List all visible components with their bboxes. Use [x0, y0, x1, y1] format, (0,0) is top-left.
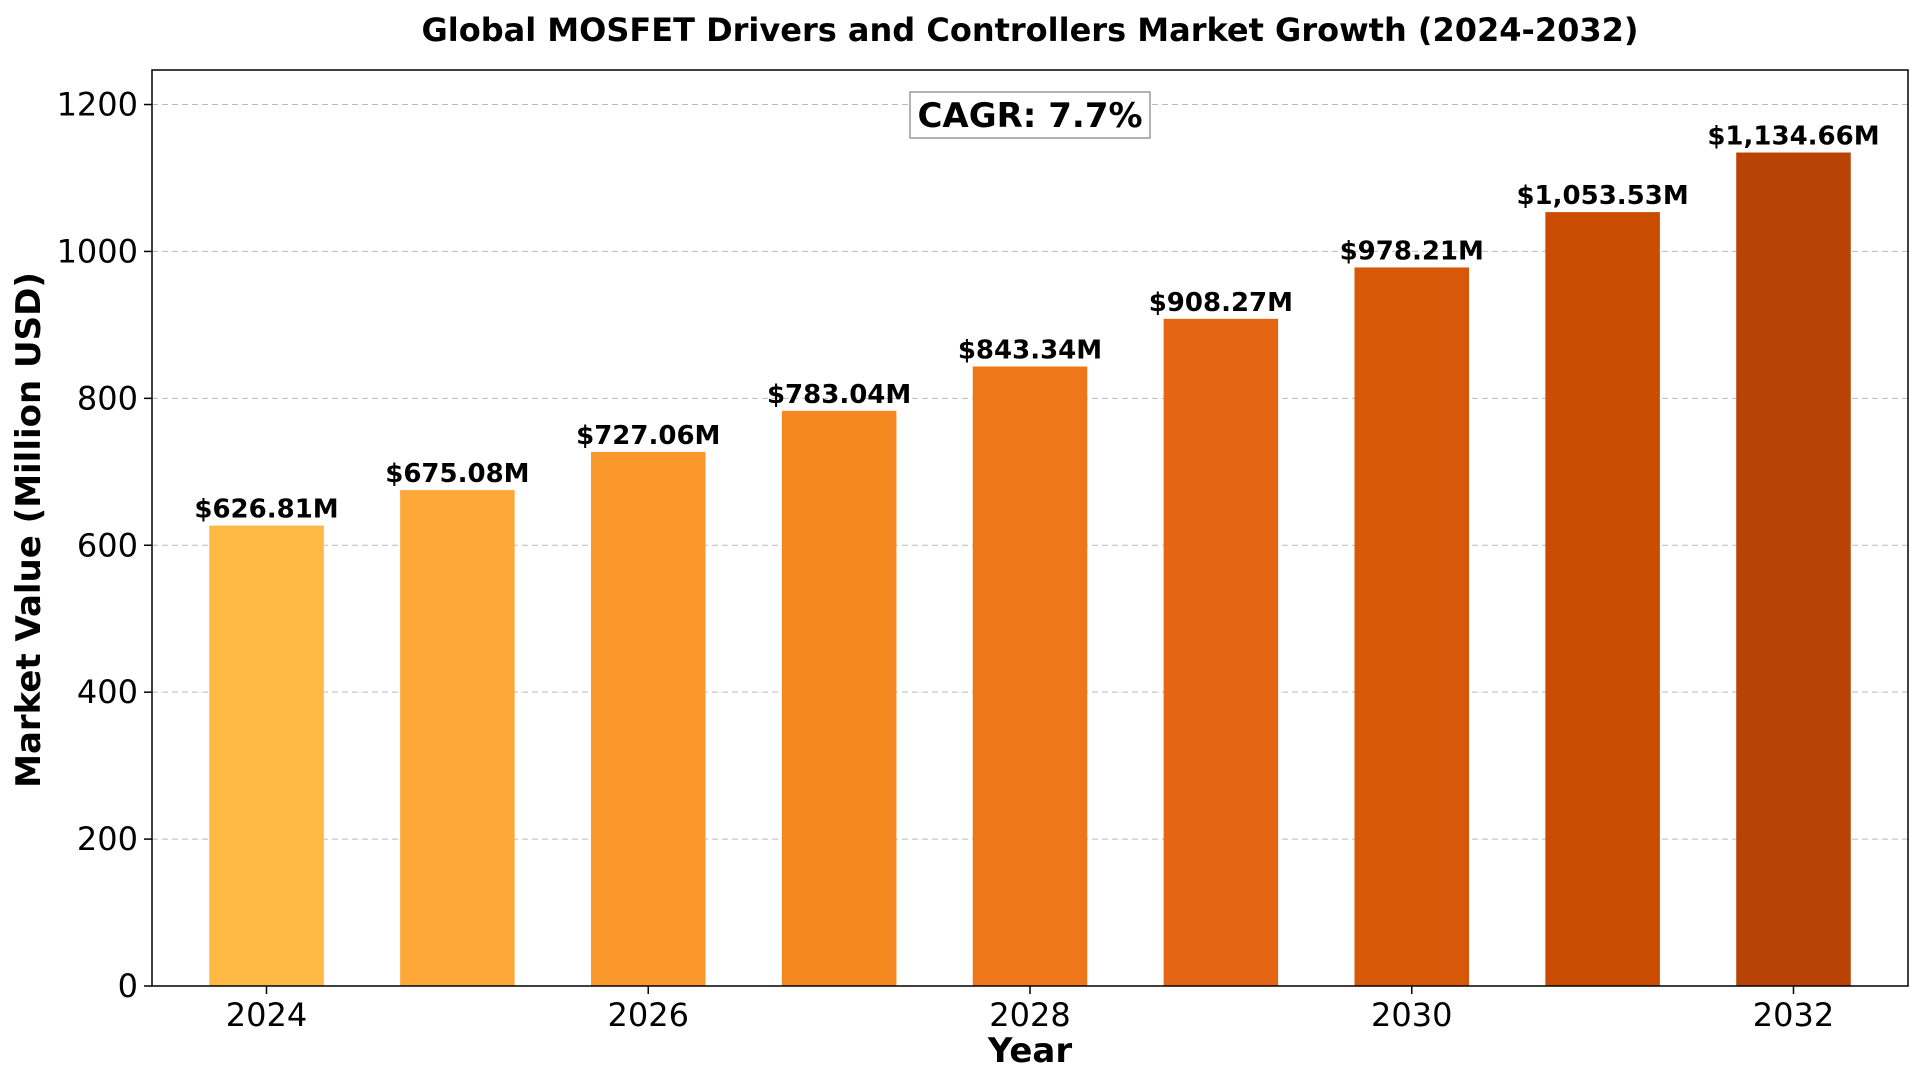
bar-2028 — [972, 366, 1088, 986]
y-tick-label-0: 0 — [118, 967, 138, 1005]
chart-title: Global MOSFET Drivers and Controllers Ma… — [421, 11, 1638, 49]
x-tick-label-0: 2024 — [226, 996, 307, 1034]
bar-label-2028: $843.34M — [958, 336, 1102, 366]
bars — [209, 152, 1851, 987]
bar-label-2029: $908.27M — [1149, 288, 1293, 318]
y-axis-label: Market Value (Million USD) — [9, 272, 49, 788]
x-tick-label-4: 2032 — [1753, 996, 1834, 1034]
bar-2025 — [400, 490, 515, 986]
x-tick-label-2: 2028 — [989, 996, 1070, 1034]
bar-label-2031: $1,053.53M — [1516, 181, 1688, 211]
bar-2030 — [1354, 267, 1469, 986]
cagr-annotation-text: CAGR: 7.7% — [917, 96, 1142, 136]
x-tick-label-1: 2026 — [608, 996, 689, 1034]
x-tick-label-3: 2030 — [1371, 996, 1452, 1034]
y-tick-label-2: 400 — [77, 673, 138, 711]
x-axis-ticks: 2024 2026 2028 2030 2032 — [226, 986, 1834, 1034]
x-axis-label: Year — [987, 1031, 1073, 1071]
bar-2026 — [591, 451, 706, 986]
y-tick-label-3: 600 — [77, 526, 138, 564]
bar-2027 — [781, 410, 897, 986]
bar-label-2027: $783.04M — [767, 380, 911, 410]
bar-label-2026: $727.06M — [576, 421, 720, 451]
y-tick-label-5: 1000 — [57, 232, 138, 270]
bar-label-2024: $626.81M — [194, 495, 338, 525]
bar-label-2025: $675.08M — [385, 459, 529, 489]
cagr-annotation: CAGR: 7.7% — [909, 91, 1151, 139]
y-tick-label-1: 200 — [77, 820, 138, 858]
bar-label-2032: $1,134.66M — [1707, 122, 1879, 152]
cagr-annotation-box — [909, 91, 1151, 139]
bar-2031 — [1545, 212, 1660, 986]
y-tick-label-6: 1200 — [57, 86, 138, 124]
y-axis-ticks: 0 200 400 600 800 1000 1200 — [57, 86, 152, 1005]
y-tick-label-4: 800 — [77, 379, 138, 417]
bar-2029 — [1163, 318, 1279, 987]
bar-2024 — [209, 525, 324, 986]
bar-2032 — [1736, 152, 1851, 986]
bar-value-labels: $626.81M $675.08M $727.06M $783.04M $843.34M… — [194, 122, 1879, 525]
bar-label-2030: $978.21M — [1340, 236, 1484, 266]
